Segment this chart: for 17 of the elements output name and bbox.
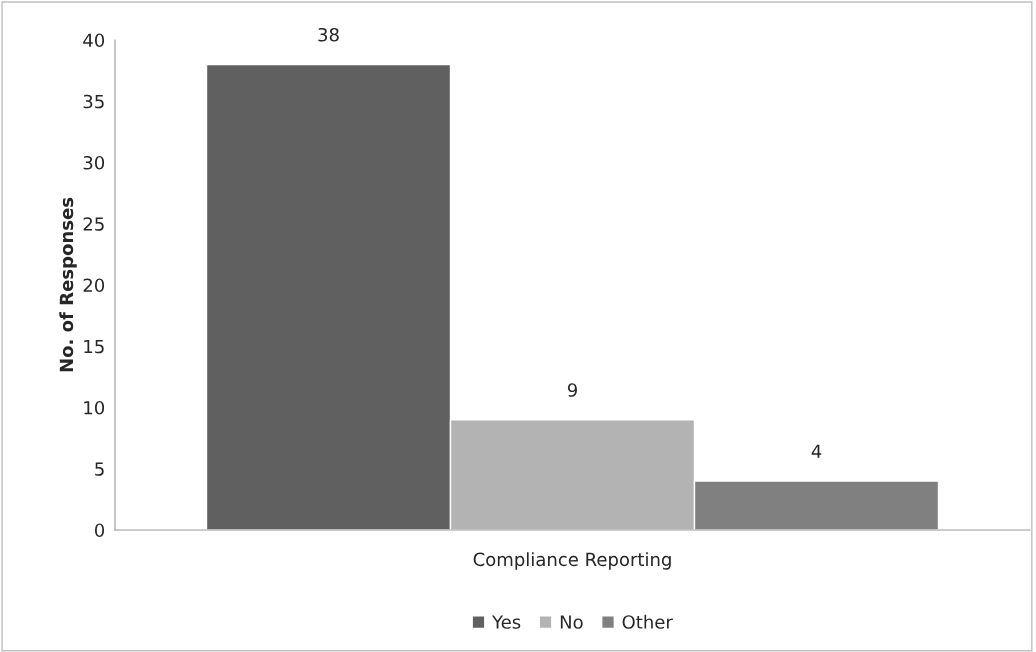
data-label: 4 — [811, 444, 822, 458]
legend-label: Yes — [491, 615, 521, 629]
y-tick-label: 35 — [83, 94, 104, 109]
x-tick-label: Compliance Reporting — [473, 552, 671, 570]
y-axis-title: No. of Responses — [59, 197, 77, 372]
y-tick-label: 10 — [84, 400, 105, 415]
data-label: 9 — [567, 383, 577, 397]
y-tick-label: 40 — [83, 33, 105, 48]
data-label: 38 — [318, 27, 339, 42]
y-tick-label: 30 — [83, 155, 105, 170]
y-tick-label: 0 — [94, 523, 105, 538]
legend-label: Other — [622, 614, 673, 629]
y-tick-label: 25 — [83, 217, 104, 231]
y-tick-label: 20 — [83, 278, 105, 293]
y-tick-label: 5 — [95, 462, 104, 476]
legend-label: No — [560, 615, 583, 629]
y-tick-label: 15 — [84, 339, 104, 354]
